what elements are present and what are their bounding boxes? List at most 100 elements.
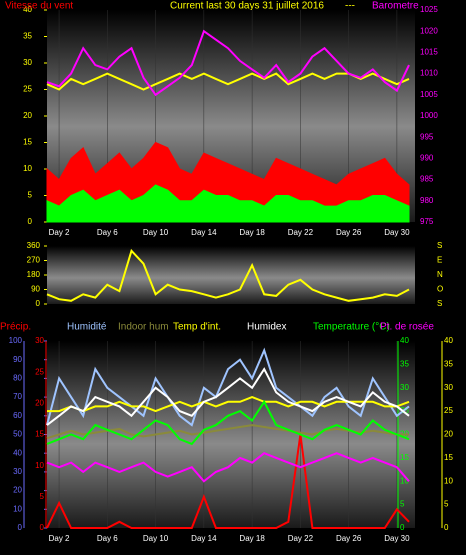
y-tick-label: 100 (9, 336, 23, 345)
y-tick-label: 10 (23, 164, 32, 173)
y-tick-label: 0 (36, 299, 41, 308)
y-tick-label: 1015 (420, 48, 438, 57)
legend-entry: Temp d'int. (173, 322, 221, 333)
y-tick-label: 5 (400, 500, 405, 509)
y-tick-label: 20 (444, 430, 453, 439)
y-tick-label: 990 (420, 154, 434, 163)
x-tick-label: Day 30 (384, 534, 410, 543)
y-tick-label: 0 (444, 523, 449, 532)
y-tick-label: 15 (35, 430, 44, 439)
y-tick-label: 30 (35, 336, 44, 345)
y-tick-label: 10 (35, 461, 44, 470)
y-tick-label: 80 (13, 374, 22, 383)
y-tick-label: 40 (444, 336, 453, 345)
x-tick-label: Day 6 (97, 534, 118, 543)
y-tick-label: 30 (23, 58, 32, 67)
y-tick-label: 5 (28, 191, 33, 200)
y-tick-label: 10 (400, 476, 409, 485)
y-tick-label: 25 (444, 406, 453, 415)
x-tick-label: Day 26 (336, 228, 362, 237)
title: Current last 30 days 31 juillet 2016 (170, 1, 324, 12)
y-tick-label: 985 (420, 175, 434, 184)
y-tick-label: N (437, 270, 443, 279)
y-tick-label: 180 (27, 270, 41, 279)
legend-entry: Vitesse du vent (5, 1, 73, 12)
x-tick-label: Day 14 (191, 228, 217, 237)
legend-entry: Précip. (0, 322, 31, 333)
x-tick-label: Day 22 (288, 228, 314, 237)
y-tick-label: 1020 (420, 26, 438, 35)
y-tick-label: 980 (420, 196, 434, 205)
y-tick-label: 1000 (420, 111, 438, 120)
y-tick-label: 40 (23, 5, 32, 14)
y-tick-label: 1025 (420, 5, 438, 14)
y-tick-label: 20 (13, 486, 22, 495)
series-line (46, 184, 410, 223)
series-line (46, 434, 410, 529)
y-tick-label: 40 (13, 448, 22, 457)
y-tick-label: 15 (400, 453, 409, 462)
y-tick-label: 15 (23, 138, 32, 147)
y-tick-label: 20 (23, 111, 32, 120)
y-tick-label: O (437, 285, 443, 294)
y-tick-label: 40 (400, 336, 409, 345)
plot-background (47, 246, 415, 304)
y-tick-label: 995 (420, 132, 434, 141)
series-line (46, 29, 410, 97)
y-tick-label: 50 (13, 430, 22, 439)
series-line (46, 347, 410, 427)
subtitle: --- (345, 1, 355, 12)
y-tick-label: S (437, 299, 442, 308)
y-tick-label: 270 (27, 256, 41, 265)
series-line (46, 399, 410, 446)
y-tick-label: 35 (23, 32, 32, 41)
series-line (46, 452, 410, 483)
y-tick-label: 10 (444, 476, 453, 485)
y-tick-label: 1005 (420, 90, 438, 99)
y-tick-label: S (437, 241, 442, 250)
x-tick-label: Day 18 (239, 534, 265, 543)
series-line (46, 367, 410, 426)
x-tick-label: Day 30 (384, 228, 410, 237)
legend-entry: Humidex (247, 322, 286, 333)
x-tick-label: Day 14 (191, 534, 217, 543)
y-tick-label: 20 (35, 398, 44, 407)
legend-entry: Indoor hum (118, 322, 169, 333)
y-tick-label: 10 (13, 504, 22, 513)
legend-entry: Temperature (°C) (313, 322, 390, 333)
y-tick-label: 35 (444, 359, 453, 368)
y-tick-label: 30 (13, 467, 22, 476)
y-tick-label: E (437, 256, 442, 265)
y-tick-label: 15 (444, 453, 453, 462)
y-tick-label: 30 (444, 383, 453, 392)
y-tick-label: 5 (40, 492, 45, 501)
x-tick-label: Day 2 (49, 534, 70, 543)
x-tick-label: Day 18 (239, 228, 265, 237)
y-tick-label: 60 (13, 411, 22, 420)
x-tick-label: Day 6 (97, 228, 118, 237)
y-tick-label: 1010 (420, 69, 438, 78)
x-tick-label: Day 10 (143, 228, 169, 237)
legend-entry: Humidité (67, 322, 107, 333)
y-tick-label: 90 (13, 355, 22, 364)
x-tick-label: Day 2 (49, 228, 70, 237)
plot-background (47, 341, 415, 528)
y-tick-label: 360 (27, 241, 41, 250)
y-tick-label: 0 (40, 523, 45, 532)
y-tick-label: 25 (35, 367, 44, 376)
x-tick-label: Day 22 (288, 534, 314, 543)
y-tick-label: 35 (400, 359, 409, 368)
y-tick-label: 90 (31, 285, 40, 294)
x-tick-label: Day 10 (143, 534, 169, 543)
y-tick-label: 975 (420, 217, 434, 226)
y-tick-label: 5 (444, 500, 449, 509)
y-tick-label: 0 (400, 523, 405, 532)
y-tick-label: 70 (13, 392, 22, 401)
y-tick-label: 0 (28, 217, 33, 226)
y-tick-label: 30 (400, 383, 409, 392)
x-tick-label: Day 26 (336, 534, 362, 543)
legend-entry: Pt. de rosée (380, 322, 434, 333)
legend-entry: Barometre (372, 1, 419, 12)
